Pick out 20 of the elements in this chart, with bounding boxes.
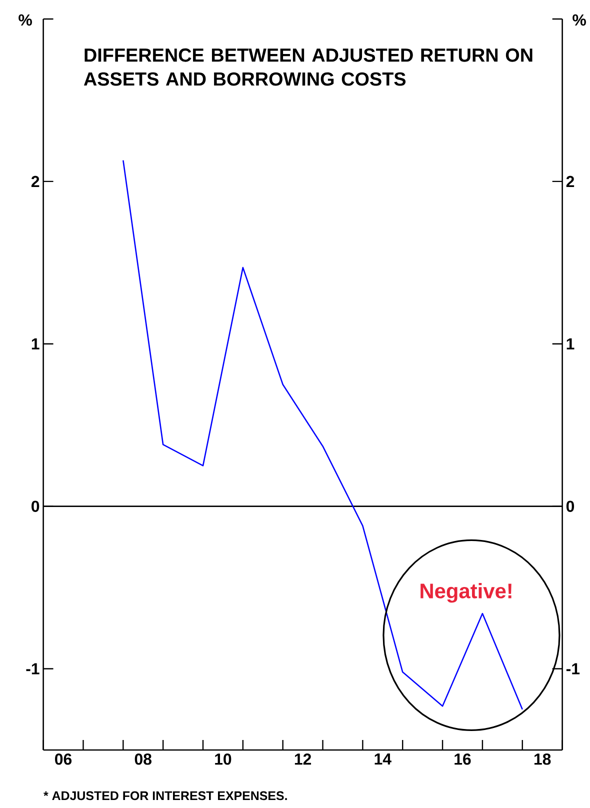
x-tick-label: 16	[454, 754, 471, 765]
x-tick-label: 08	[135, 754, 152, 765]
x-tick-label: 06	[55, 754, 72, 765]
x-tick-label: 14	[374, 754, 392, 764]
y-tick-label: 0	[32, 500, 40, 512]
annotation: Negative!	[420, 583, 512, 603]
y-tick-label: -1	[26, 663, 40, 674]
y-tick-label: 2	[32, 176, 40, 188]
y2-axis-title: %	[572, 14, 586, 26]
y2-tick-label: 1	[566, 338, 574, 350]
y2-tick-label: 2	[566, 176, 574, 188]
x-tick-label: 10	[215, 754, 232, 765]
y2-tick-label: 0	[566, 500, 574, 512]
y-axis-title: %	[18, 14, 32, 26]
x-tick-label: 12	[295, 754, 312, 765]
x-tick-label: 18	[534, 754, 551, 765]
y2-tick-label: -1	[566, 663, 580, 674]
y-tick-label: 1	[32, 338, 40, 350]
text: DIFFERENCE BETWEEN ADJUSTED RETURN ON ASSETS AND BORROWING COSTS	[84, 48, 532, 86]
text: * ADJUSTED FOR INTEREST EXPENSES.	[44, 791, 288, 800]
